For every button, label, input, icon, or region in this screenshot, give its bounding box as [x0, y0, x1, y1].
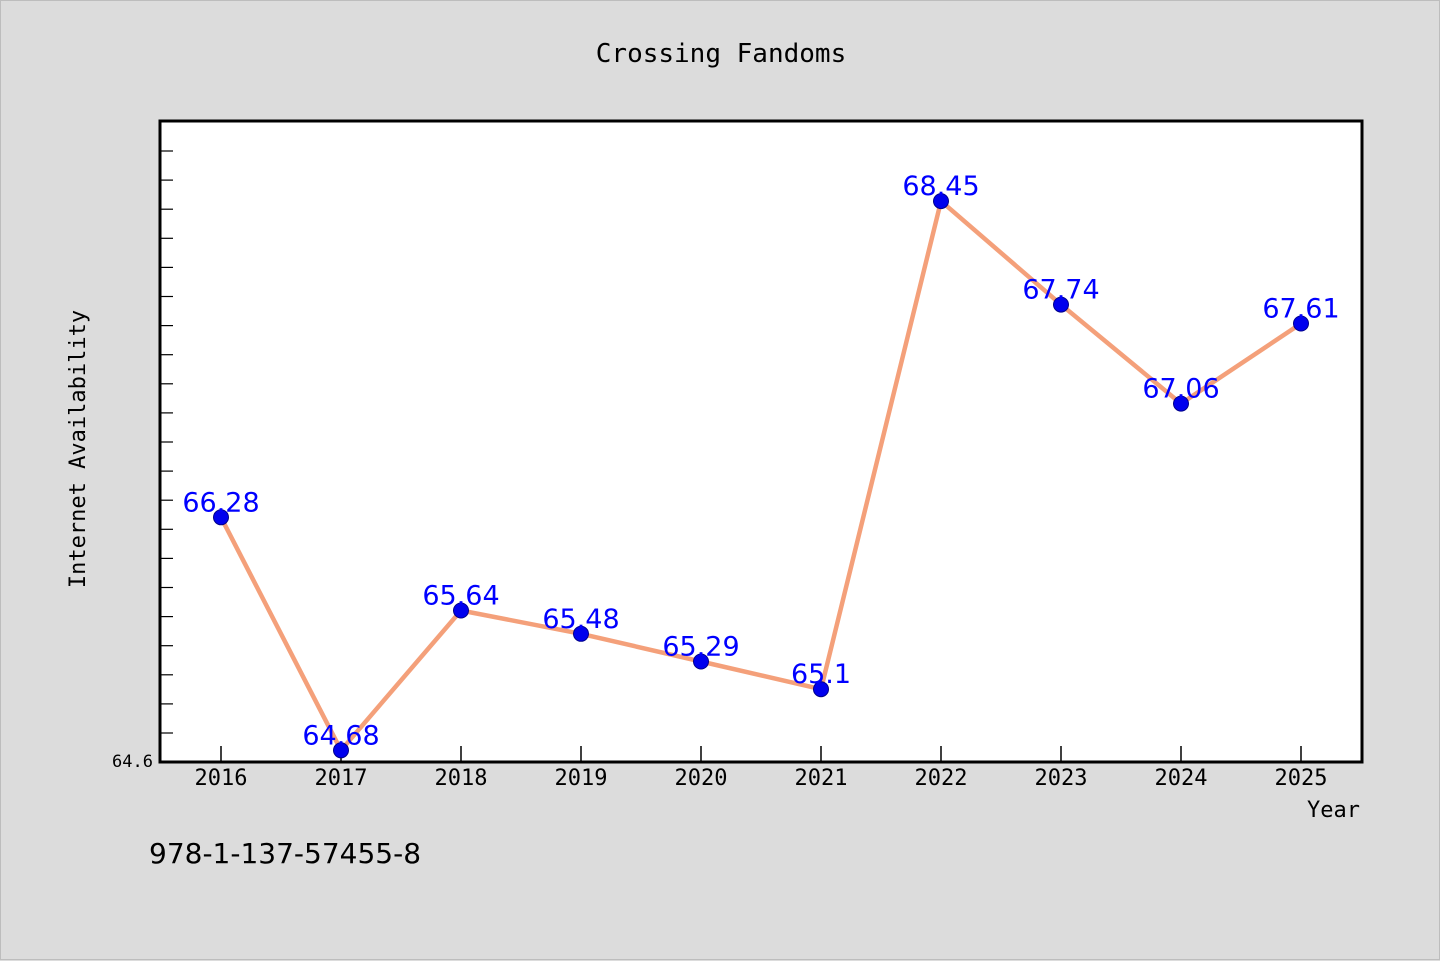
- data-point: [1053, 296, 1069, 313]
- data-label: 67.06: [1142, 374, 1219, 405]
- data-point: [1293, 315, 1309, 332]
- x-tick-label: 2020: [675, 766, 728, 791]
- data-label: 67.74: [1022, 275, 1099, 306]
- data-label: 65.64: [422, 581, 499, 612]
- data-label: 68.45: [902, 171, 979, 202]
- data-label: 65.48: [542, 604, 619, 635]
- data-point: [693, 653, 709, 670]
- series-markers: [213, 193, 1309, 759]
- isbn-label: 978-1-137-57455-8: [149, 837, 421, 870]
- x-tick-label: 2024: [1155, 766, 1208, 791]
- x-tick-label: 2025: [1275, 766, 1328, 791]
- data-label: 64.68: [302, 720, 379, 751]
- x-axis-tick-labels: 2016 2017 2018 2019 2020 2021 2022 2023 2024 2025: [195, 766, 1328, 791]
- x-tick-label: 2016: [195, 766, 248, 791]
- x-tick-label: 2023: [1035, 766, 1088, 791]
- x-tick-label: 2018: [435, 766, 488, 791]
- chart-title: Crossing Fandoms: [596, 39, 846, 69]
- series-line: [218, 198, 1304, 753]
- data-point: [573, 625, 589, 642]
- y-axis-tick-label: 64.6: [112, 752, 153, 772]
- data-label: 67.61: [1262, 294, 1339, 325]
- data-point: [1173, 395, 1189, 412]
- x-tick-label: 2022: [915, 766, 968, 791]
- plot-area: [158, 119, 1364, 764]
- data-label: 66.28: [182, 487, 259, 518]
- x-axis-label: Year: [1307, 798, 1360, 823]
- x-tick-label: 2021: [795, 766, 848, 791]
- x-tick-label: 2019: [555, 766, 608, 791]
- y-axis-label: Internet Availability: [66, 310, 91, 588]
- data-label: 65.1: [791, 659, 851, 690]
- y-axis-minor-ticks: [160, 150, 173, 734]
- data-point: [453, 602, 469, 619]
- data-point: [333, 742, 349, 759]
- data-labels: 66.28 64.68 65.64 65.48 65.29 65.1 68.45 67.74 6…: [182, 171, 1339, 751]
- data-label: 65.29: [662, 632, 739, 663]
- data-point: [213, 509, 229, 526]
- x-tick-label: 2017: [315, 766, 368, 791]
- data-point: [933, 193, 949, 210]
- data-point: [813, 681, 829, 698]
